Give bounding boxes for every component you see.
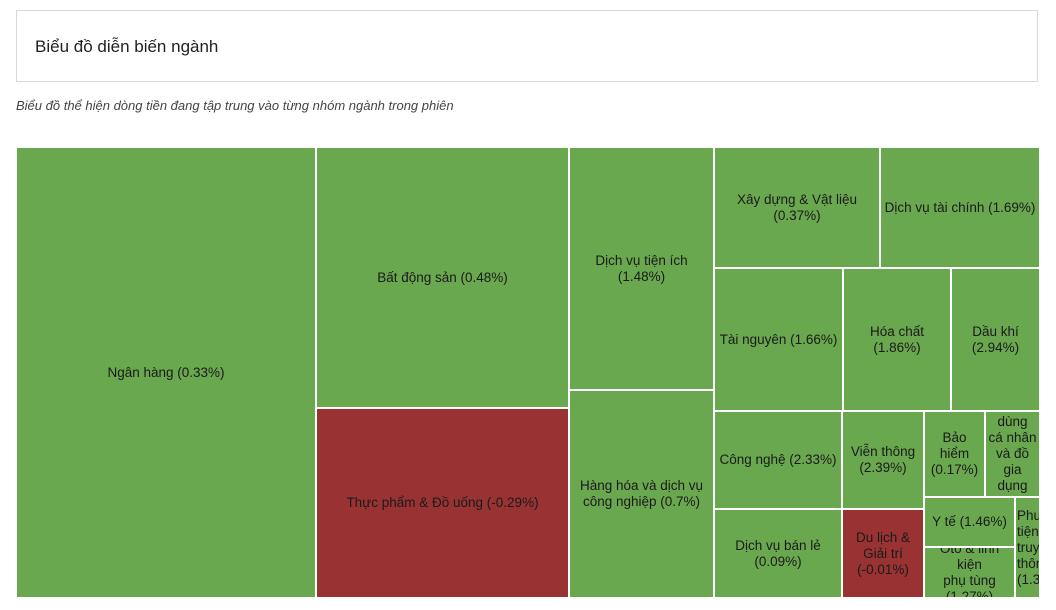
treemap-tile-do-dung-ca-nhan-va-do-gia-dung[interactable]: Đồ dùng cá nhân và đồ gia dụng (0.04%) — [985, 411, 1040, 497]
treemap-tile-label: Hàng hóa và dịch vụ công nghiệp (0.7%) — [579, 478, 704, 509]
header-box: Biểu đồ diễn biến ngành — [16, 10, 1038, 82]
treemap-tile-label: Ngân hàng (0.33%) — [107, 364, 225, 380]
treemap-tile-thuc-pham-do-uong[interactable]: Thực phẩm & Đồ uống (-0.29%) — [316, 408, 569, 598]
treemap-tile-phu-tien-truy-thon[interactable]: Phư tiện truy thôn (1.3 — [1015, 497, 1040, 598]
treemap-tile-dich-vu-ban-le[interactable]: Dịch vụ bán lẻ (0.09%) — [714, 509, 842, 598]
treemap-tile-label: Du lịch & Giải trí (-0.01%) — [855, 529, 911, 577]
treemap-tile-dich-vu-tien-ich[interactable]: Dịch vụ tiện ích (1.48%) — [569, 147, 714, 390]
treemap-tile-ngan-hang[interactable]: Ngân hàng (0.33%) — [16, 147, 316, 598]
treemap-tile-dich-vu-tai-chinh[interactable]: Dịch vụ tài chính (1.69%) — [880, 147, 1040, 268]
treemap-tile-label: Bảo hiểm (0.17%) — [930, 430, 979, 477]
treemap-tile-label: Dịch vụ bán lẻ (0.09%) — [735, 537, 821, 569]
treemap-tile-du-lich-giai-tri[interactable]: Du lịch & Giải trí (-0.01%) — [842, 509, 924, 598]
treemap-tile-tai-nguyen[interactable]: Tài nguyên (1.66%) — [714, 268, 843, 411]
treemap-tile-label: Viễn thông (2.39%) — [850, 444, 916, 475]
treemap-tile-label: Hóa chất (1.86%) — [869, 323, 925, 355]
treemap-tile-label: Dịch vụ tiện ích (1.48%) — [595, 252, 688, 284]
sector-treemap: Ngân hàng (0.33%) Bất động sản (0.48%) Thự… — [16, 147, 1040, 598]
treemap-tile-label: Y tế (1.46%) — [932, 514, 1007, 529]
treemap-tile-label: Thực phẩm & Đồ uống (-0.29%) — [346, 495, 539, 510]
page-title: Biểu đồ diễn biến ngành — [35, 37, 219, 56]
treemap-tile-label: Dịch vụ tài chính (1.69%) — [884, 199, 1036, 215]
treemap-tile-xay-dung-vat-lieu[interactable]: Xây dựng & Vật liệu (0.37%) — [714, 147, 880, 268]
treemap-tile-label: Đồ dùng cá nhân và đồ gia dụng (0.04%) — [988, 412, 1037, 496]
treemap-tile-oto-linh-kien-phu-tung[interactable]: Ôtô & linh kiện phụ tùng (1.27%) — [924, 547, 1015, 598]
treemap-tile-dau-khi[interactable]: Dầu khí (2.94%) — [951, 268, 1040, 411]
treemap-tile-label: Xây dựng & Vật liệu (0.37%) — [736, 191, 858, 223]
treemap-tile-bao-hiem[interactable]: Bảo hiểm (0.17%) — [924, 411, 985, 497]
treemap-tile-hoa-chat[interactable]: Hóa chất (1.86%) — [843, 268, 951, 411]
treemap-tile-label: Dầu khí (2.94%) — [971, 323, 1020, 355]
treemap-tile-label: Phư tiện truy thôn (1.3 — [1017, 507, 1040, 587]
treemap-tile-y-te[interactable]: Y tế (1.46%) — [924, 497, 1015, 547]
treemap-tile-label: Tài nguyên (1.66%) — [719, 331, 838, 347]
treemap-tile-vien-thong[interactable]: Viễn thông (2.39%) — [842, 411, 924, 509]
treemap-tile-label: Ôtô & linh kiện phụ tùng (1.27%) — [939, 547, 1000, 598]
treemap-tile-hang-hoa-va-dich-vu-cong-nghiep[interactable]: Hàng hóa và dịch vụ công nghiệp (0.7%) — [569, 390, 714, 598]
treemap-tile-label: Bất động sản (0.48%) — [377, 269, 508, 285]
chart-subtitle: Biểu đồ thể hiện dòng tiền đang tập trun… — [16, 98, 454, 113]
treemap-tile-bat-dong-san[interactable]: Bất động sản (0.48%) — [316, 147, 569, 408]
treemap-tile-label: Công nghệ (2.33%) — [719, 452, 837, 467]
treemap-tile-cong-nghe[interactable]: Công nghệ (2.33%) — [714, 411, 842, 509]
